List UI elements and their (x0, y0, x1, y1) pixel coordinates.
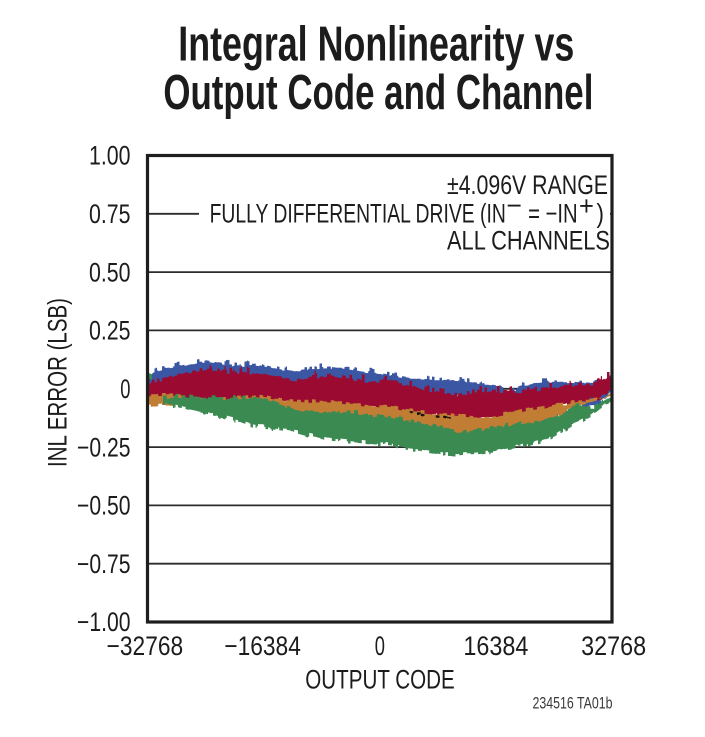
svg-text:INL ERROR (LSB): INL ERROR (LSB) (43, 298, 73, 467)
svg-text:−16384: −16384 (224, 631, 301, 661)
svg-text:0.50: 0.50 (89, 257, 131, 287)
svg-text:OUTPUT CODE: OUTPUT CODE (305, 664, 455, 694)
svg-text:Integral Nonlinearity vs: Integral Nonlinearity vs (178, 18, 574, 72)
svg-text:ALL CHANNELS: ALL CHANNELS (447, 226, 610, 256)
svg-text:−0.75: −0.75 (77, 549, 131, 579)
svg-text:= −IN: = −IN (528, 198, 578, 228)
svg-text:+: + (579, 191, 594, 221)
svg-text:0: 0 (120, 374, 130, 404)
svg-text:1.00: 1.00 (89, 141, 131, 171)
svg-text:0: 0 (375, 631, 385, 661)
svg-text:0.25: 0.25 (89, 316, 131, 346)
svg-text:Output Code and Channel: Output Code and Channel (163, 66, 593, 120)
svg-text:16384: 16384 (463, 631, 528, 661)
svg-text:0.75: 0.75 (89, 199, 131, 229)
svg-text:32768: 32768 (581, 631, 646, 661)
svg-text:): ) (597, 198, 605, 228)
svg-text:−: − (507, 190, 523, 220)
svg-text:234516 TA01b: 234516 TA01b (533, 694, 613, 712)
svg-text:±4.096V RANGE: ±4.096V RANGE (447, 170, 608, 200)
svg-text:−1.00: −1.00 (77, 607, 131, 637)
svg-text:−0.25: −0.25 (77, 432, 131, 462)
svg-text:FULLY DIFFERENTIAL DRIVE (IN: FULLY DIFFERENTIAL DRIVE (IN (210, 198, 506, 228)
svg-text:−32768: −32768 (107, 631, 184, 661)
svg-text:−0.50: −0.50 (77, 491, 131, 521)
